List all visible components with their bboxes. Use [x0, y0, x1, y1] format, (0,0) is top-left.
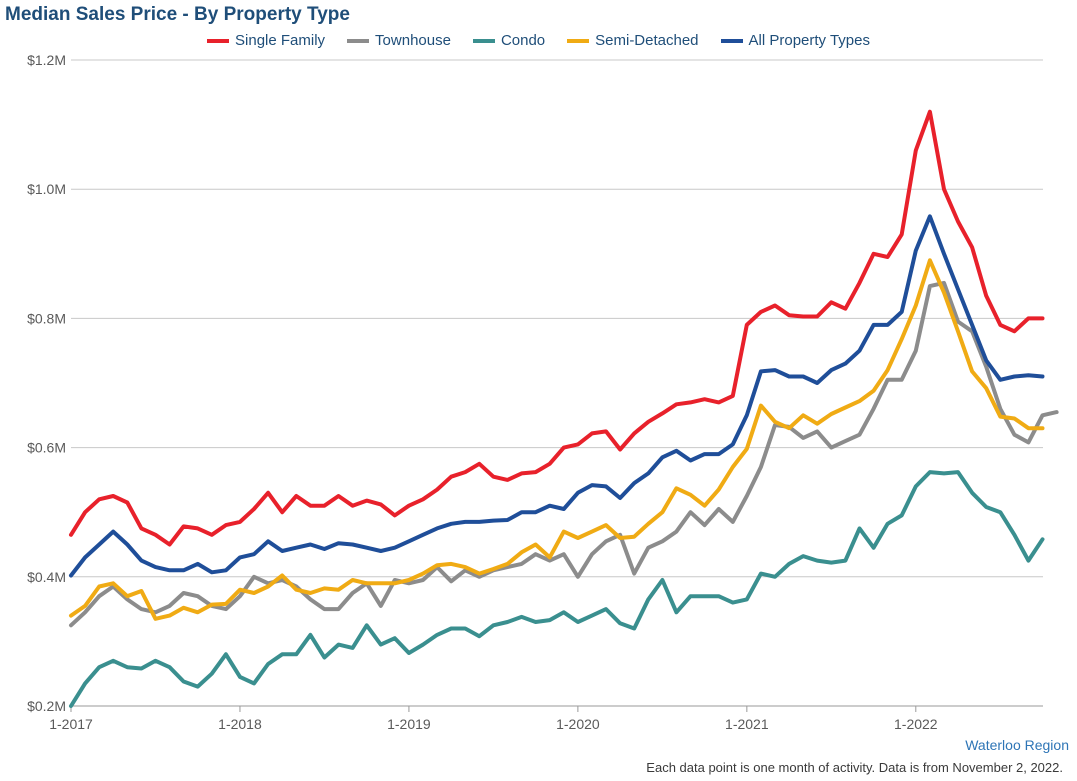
series-line-all-property-types — [69, 214, 1045, 578]
chart-title: Median Sales Price - By Property Type — [5, 4, 350, 25]
x-tick-label: 1-2020 — [556, 716, 600, 732]
legend-label: Condo — [500, 32, 546, 49]
series-line-condo — [69, 470, 1045, 708]
legend-label: Semi-Detached — [595, 32, 699, 49]
legend-label: All Property Types — [748, 32, 870, 49]
gridlines — [71, 59, 1043, 707]
legend-item: Semi-Detached — [567, 32, 699, 49]
legend-label: Townhouse — [375, 32, 451, 49]
x-tick-label: 1-2019 — [387, 716, 431, 732]
y-tick-label: $1.0M — [27, 181, 66, 197]
legend-swatch — [567, 38, 590, 43]
series-lines — [69, 109, 1059, 708]
legend-item: Single Family — [207, 32, 325, 49]
y-tick-label: $0.4M — [27, 569, 66, 585]
y-tick-label: $0.8M — [27, 310, 66, 326]
legend-swatch — [347, 38, 370, 43]
y-tick-label: $0.2M — [27, 698, 66, 714]
x-tick-label: 1-2018 — [218, 716, 262, 732]
series-line-townhouse — [69, 280, 1059, 628]
x-tick-label: 1-2017 — [49, 716, 93, 732]
y-tick-label: $1.2M — [27, 52, 66, 68]
legend-item: Townhouse — [347, 32, 451, 49]
legend: Single Family Townhouse Condo Semi-Detached… — [0, 32, 1077, 49]
axes: $0.2M $0.4M $0.6M $0.8M $1.0M $1.2M 1-2017 1-20… — [27, 52, 938, 732]
legend-item: Condo — [472, 32, 546, 49]
legend-swatch — [207, 38, 230, 43]
series-line-semi-detached — [69, 258, 1045, 621]
y-tick-label: $0.6M — [27, 440, 66, 456]
legend-label: Single Family — [235, 32, 326, 49]
series-line-single-family — [69, 109, 1045, 547]
x-tick-label: 1-2021 — [725, 716, 769, 732]
legend-swatch — [472, 38, 495, 43]
region-label: Waterloo Region — [965, 737, 1069, 753]
x-tick-label: 1-2022 — [894, 716, 938, 732]
legend-item: All Property Types — [720, 32, 870, 49]
footnote: Each data point is one month of activity… — [646, 760, 1063, 775]
legend-swatch — [720, 38, 743, 43]
